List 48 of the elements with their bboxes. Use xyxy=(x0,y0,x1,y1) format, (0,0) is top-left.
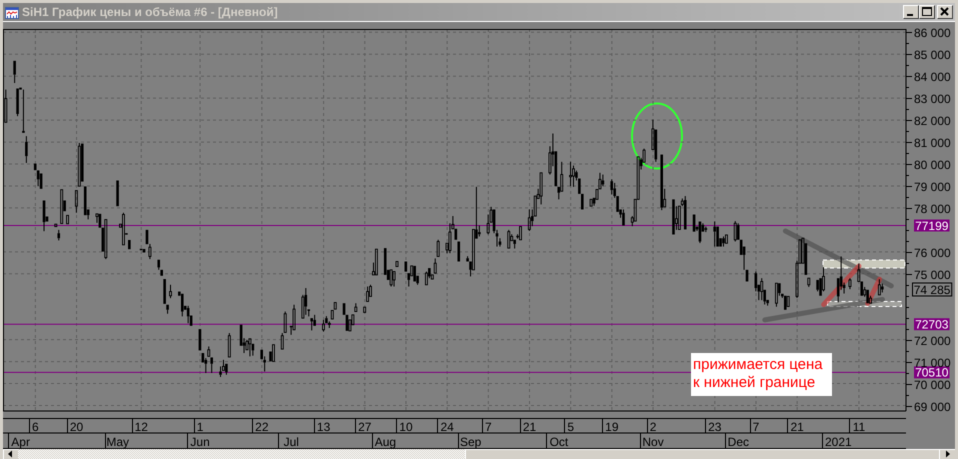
y-tick-label: 81 000 xyxy=(914,136,952,150)
x2-tick-label: Jun xyxy=(190,435,210,449)
y-tick-label: 84 000 xyxy=(914,70,952,84)
y-tick-label: 70 000 xyxy=(914,378,952,392)
ref-line-label: 77199 xyxy=(915,218,949,233)
x2-tick-label: Nov xyxy=(642,435,664,449)
x2-tick-label: Dec xyxy=(728,435,750,449)
x-tick-label: 22 xyxy=(255,420,269,434)
y-tick-label: 82 000 xyxy=(914,114,952,128)
text: 74 285 xyxy=(914,282,951,297)
x-tick-label: 2 xyxy=(650,420,657,434)
y-tick-label: 79 000 xyxy=(914,180,952,194)
x-tick-label: 7 xyxy=(752,420,760,434)
x-tick-label: 19 xyxy=(605,420,619,434)
x-tick-label: 13 xyxy=(316,420,331,434)
x-tick-label: 5 xyxy=(567,420,574,434)
x-tick-label: 20 xyxy=(70,420,84,434)
y-tick-label: 80 000 xyxy=(914,158,952,172)
x-tick-label: 11 xyxy=(852,420,866,434)
x-tick-label: 23 xyxy=(708,420,722,434)
x-tick-label: 21 xyxy=(522,420,536,434)
x2-tick-label: Sep xyxy=(460,435,482,449)
x-tick-label: 1 xyxy=(196,420,204,434)
y-tick-label: 85 000 xyxy=(914,48,952,62)
ref-line-label: 72703 xyxy=(915,318,949,332)
x-tick-label: 27 xyxy=(358,420,372,434)
chart-title: SiH1 График цены и объёма #6 - [Дневной] xyxy=(22,4,278,20)
y-tick-label: 75 000 xyxy=(914,268,952,282)
annotation: прижимается цена к нижней границе xyxy=(691,353,832,396)
x2-tick-label: 2021 xyxy=(824,435,852,449)
x2-tick-label: Oct xyxy=(550,435,569,449)
x2-tick-label: May xyxy=(106,435,130,449)
x-tick-label: 10 xyxy=(399,420,413,434)
x2-tick-label: Jul xyxy=(284,435,299,449)
y-tick-label: 86 000 xyxy=(914,26,952,40)
x-tick-label: 21 xyxy=(790,420,804,434)
x2-tick-label: Apr xyxy=(11,435,30,449)
x2-tick-label: Aug xyxy=(374,435,396,449)
x-tick-label: 6 xyxy=(32,420,40,434)
x-tick-label: 12 xyxy=(134,420,148,434)
ref-line-label: 70510 xyxy=(915,366,949,380)
y-tick-label: 76 000 xyxy=(914,246,952,260)
x-tick-label: 7 xyxy=(484,420,492,434)
y-tick-label: 72 000 xyxy=(914,334,952,348)
y-tick-label: 83 000 xyxy=(914,92,952,106)
y-tick-label: 69 000 xyxy=(914,400,952,414)
y-tick-label: 78 000 xyxy=(914,202,952,216)
x-tick-label: 24 xyxy=(440,420,454,434)
